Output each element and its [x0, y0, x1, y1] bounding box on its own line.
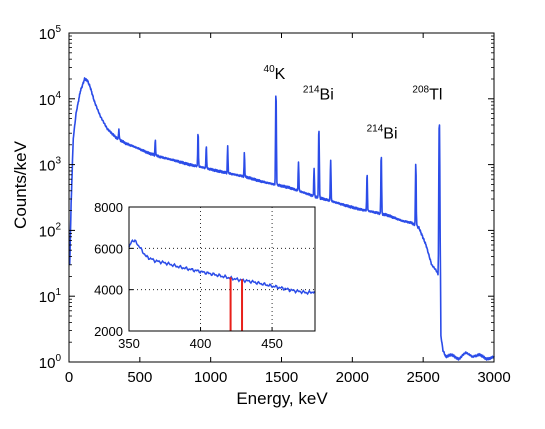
x-tick-label: 1500: [265, 369, 298, 386]
inset-y-tick-label: 8000: [94, 200, 123, 215]
y-tick-label: 105: [39, 24, 62, 43]
x-tick-label: 1000: [194, 369, 227, 386]
x-tick-label: 500: [127, 369, 152, 386]
y-tick-label: 104: [39, 90, 62, 109]
inset-y-tick-label: 2000: [94, 324, 123, 339]
x-tick-label: 3000: [477, 369, 510, 386]
main-plot: 0 500 1000 1500 2000 2500 3000 100 101 102 103 104 1…: [39, 24, 511, 386]
y-axis-label: Counts/keV: [11, 140, 30, 229]
inset-background: [129, 207, 315, 331]
inset-y-tick-label: 6000: [94, 241, 123, 256]
x-axis-label: Energy, keV: [236, 389, 328, 408]
inset-y-tick-label: 4000: [94, 283, 123, 298]
isotope-label: 214Bi: [367, 123, 398, 142]
isotope-label: 208Tl: [412, 84, 442, 103]
inset-plot: 350 400 450 2000 4000 6000 8000: [94, 200, 316, 351]
inset-line: [128, 239, 316, 296]
inset-x-tick-label: 350: [118, 336, 140, 351]
inset-frame: [128, 206, 316, 332]
isotope-label: 40K: [264, 64, 286, 83]
inset-x-tick-label: 400: [190, 336, 212, 351]
spectrum-line: [68, 77, 495, 361]
x-tick-label: 2000: [336, 369, 369, 386]
inset-x-tick-label: 450: [261, 336, 283, 351]
y-tick-label: 103: [39, 156, 62, 175]
x-tick-label: 0: [65, 369, 73, 386]
y-tick-label: 102: [39, 221, 62, 240]
isotope-label: 214Bi: [303, 84, 334, 103]
x-tick-label: 2500: [406, 369, 439, 386]
y-tick-label: 101: [39, 287, 62, 306]
y-tick-label: 100: [39, 353, 62, 372]
